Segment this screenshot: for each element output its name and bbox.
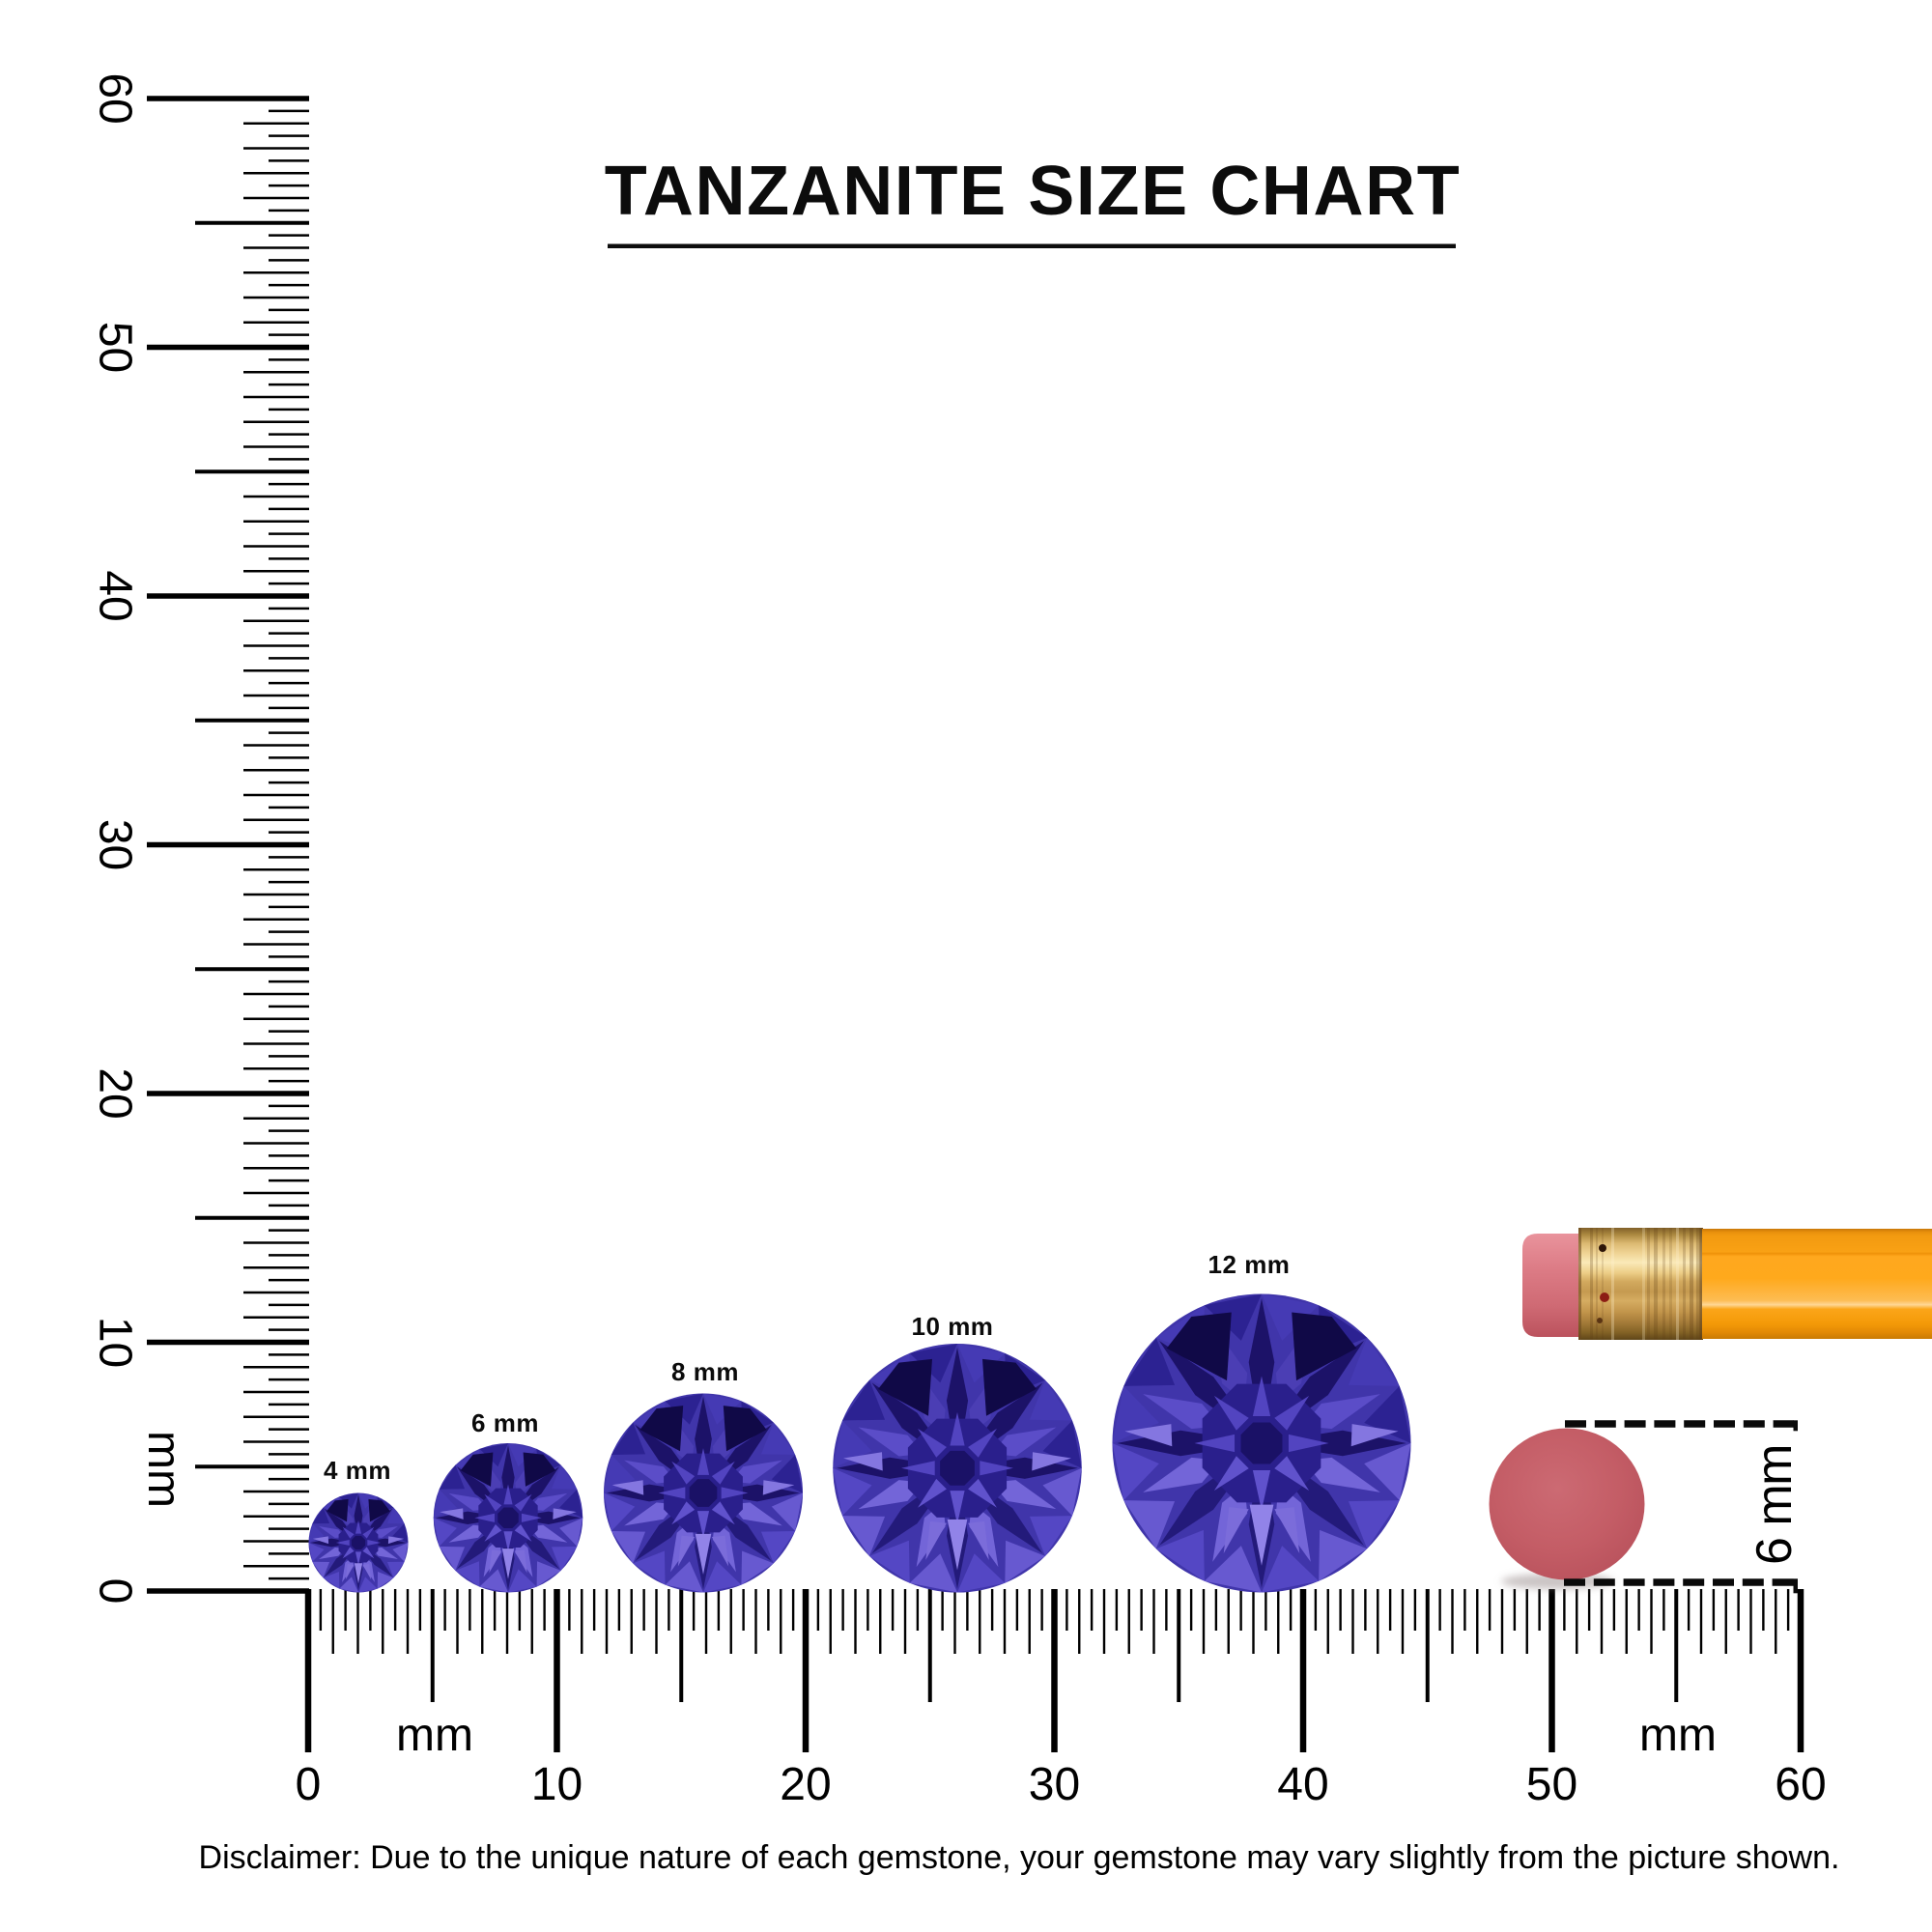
svg-text:60: 60 bbox=[90, 72, 141, 124]
svg-text:12 mm: 12 mm bbox=[1208, 1250, 1291, 1279]
svg-text:30: 30 bbox=[90, 819, 141, 870]
svg-text:10: 10 bbox=[531, 1759, 582, 1810]
svg-text:10 mm: 10 mm bbox=[912, 1312, 994, 1341]
svg-text:10: 10 bbox=[90, 1317, 141, 1368]
svg-text:mm: mm bbox=[1639, 1710, 1717, 1761]
svg-text:6 mm: 6 mm bbox=[1747, 1445, 1803, 1565]
svg-text:8 mm: 8 mm bbox=[671, 1357, 739, 1386]
svg-text:4 mm: 4 mm bbox=[324, 1456, 391, 1485]
svg-text:mm: mm bbox=[138, 1431, 189, 1508]
svg-text:40: 40 bbox=[90, 570, 141, 621]
svg-text:20: 20 bbox=[90, 1067, 141, 1119]
svg-text:TANZANITE SIZE CHART: TANZANITE SIZE CHART bbox=[605, 153, 1462, 230]
svg-text:50: 50 bbox=[90, 322, 141, 373]
svg-text:6 mm: 6 mm bbox=[471, 1408, 539, 1437]
svg-text:0: 0 bbox=[90, 1578, 141, 1605]
svg-text:40: 40 bbox=[1277, 1759, 1328, 1810]
svg-text:30: 30 bbox=[1029, 1759, 1080, 1810]
svg-text:Disclaimer: Due to the unique: Disclaimer: Due to the unique nature of … bbox=[199, 1839, 1840, 1876]
svg-text:60: 60 bbox=[1775, 1759, 1826, 1810]
svg-text:0: 0 bbox=[296, 1759, 322, 1810]
svg-text:mm: mm bbox=[396, 1710, 473, 1761]
svg-text:20: 20 bbox=[780, 1759, 831, 1810]
svg-text:50: 50 bbox=[1526, 1759, 1577, 1810]
